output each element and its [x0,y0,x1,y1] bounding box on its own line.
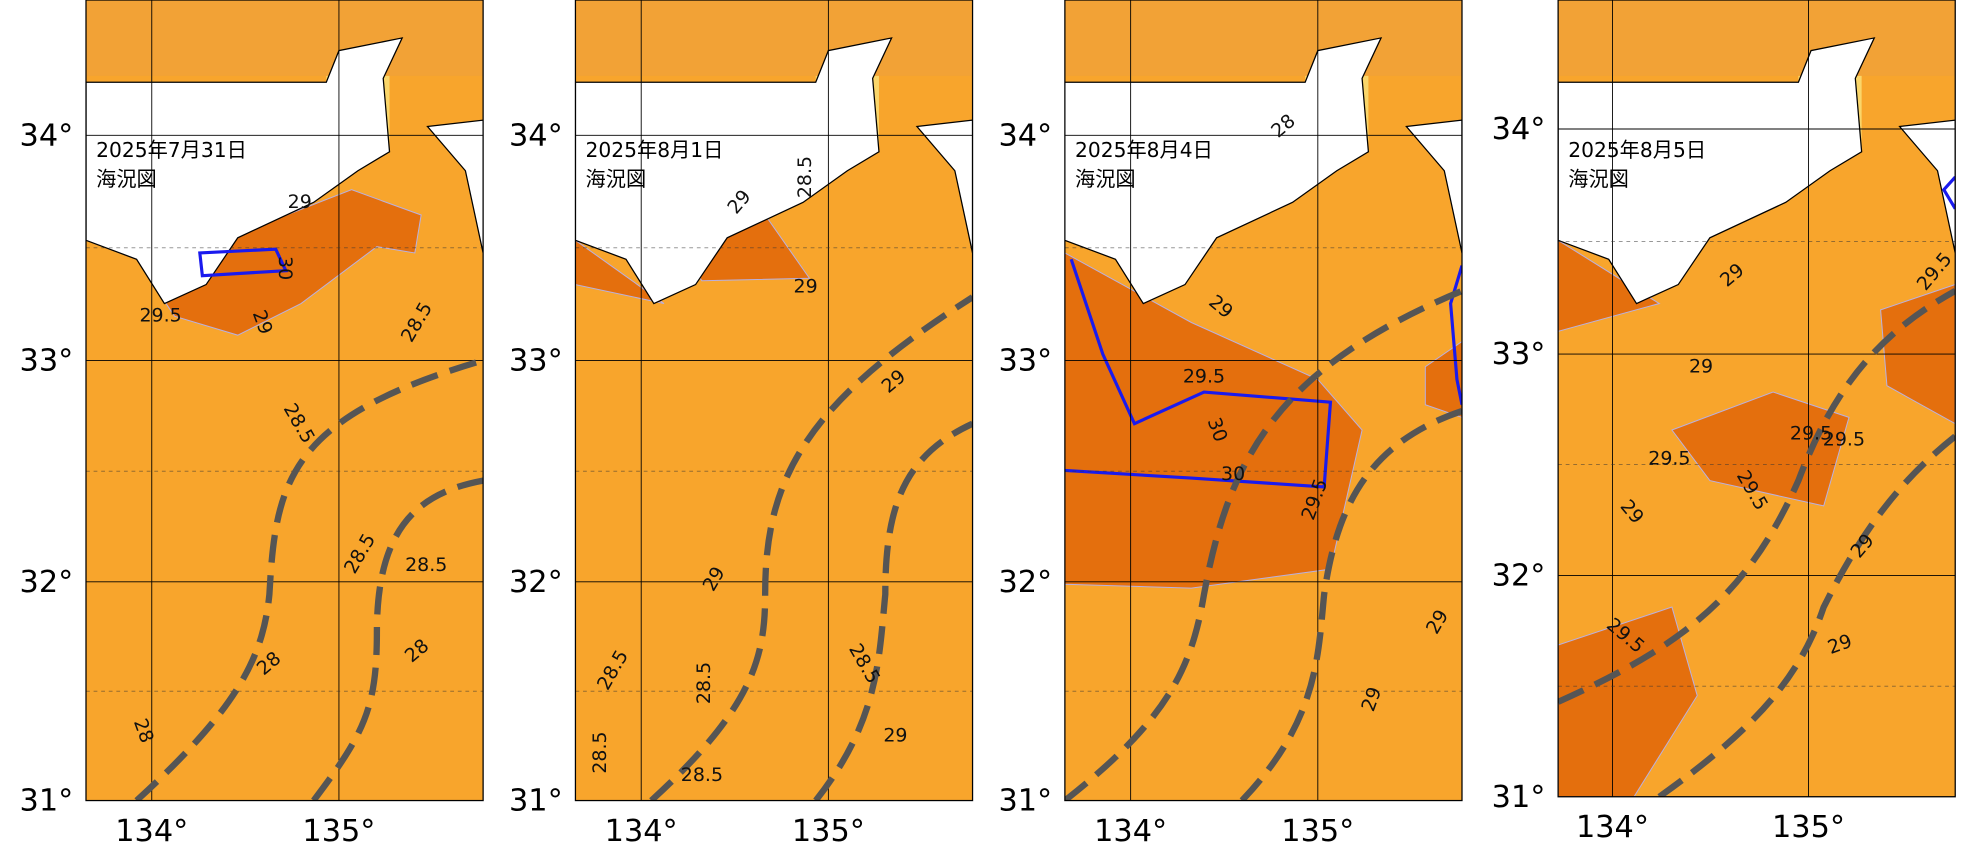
lat-label: 33° [20,344,74,379]
lon-label: 135° [302,814,375,849]
current-axis [1657,433,1956,797]
current-axis [1239,408,1462,801]
lat-label: 34° [1492,112,1546,147]
land [915,119,973,254]
current-axis [311,477,484,801]
warm-band [85,0,484,76]
warm-band [1558,0,1956,76]
warm-patch [1671,391,1850,507]
land [1558,37,1876,305]
lon-label: 134° [1094,814,1167,849]
lat-label: 32° [20,565,74,600]
contour-label: 28.5 [405,554,447,576]
current-axis [813,420,973,801]
lon-label: 135° [1281,814,1354,849]
lon-label: 134° [605,814,678,849]
land [1898,119,1956,254]
isotherm-30 [1064,258,1333,489]
contour-label: 29 [1689,355,1713,377]
contour-label: 29 [794,276,818,298]
chart-title: 海況図 [1075,167,1136,191]
lat-label: 31° [509,784,563,819]
panel-frame [85,0,484,802]
isotherm-30 [1941,176,1956,210]
contour-label: 28.5 [693,662,715,704]
contour-label: 30 [1221,463,1245,485]
warm-patch [1064,252,1363,589]
chart-title: 海況図 [96,167,157,191]
warm-band [1064,0,1462,76]
contour-label: 30 [274,256,296,280]
warm-patch [1558,606,1698,797]
land [575,37,893,305]
land [85,37,404,305]
chart-date: 2025年8月4日 [1075,138,1213,162]
chart-date: 2025年8月1日 [586,138,724,162]
lat-label: 34° [509,118,563,153]
current-axis [649,294,973,801]
lon-label: 134° [115,814,188,849]
lat-label: 31° [20,784,74,819]
contour-label: 28.5 [794,156,816,198]
chart-date: 2025年8月5日 [1568,138,1706,162]
lat-label: 32° [1492,559,1546,594]
lat-label: 31° [1492,780,1546,815]
warm-band [575,0,973,76]
lon-label: 134° [1576,810,1649,845]
panel-frame [1064,0,1463,802]
panel-frame [1557,0,1956,798]
land [426,119,484,254]
chart-title: 海況図 [1568,167,1629,191]
lat-label: 34° [20,118,74,153]
land [1064,37,1383,305]
chart-title: 海況図 [586,167,647,191]
lat-label: 32° [998,565,1052,600]
contour-label: 29 [883,725,907,747]
contour-label: 28.5 [589,731,611,773]
contour-label: 29.5 [139,305,181,327]
lon-label: 135° [1772,810,1845,845]
contour-label: 29 [288,191,312,213]
contour-label: 29.5 [1648,448,1690,470]
land [1405,119,1462,254]
current-axis [1558,288,1956,705]
map-panel: 282929.5303029.529292025年8月4日海況図34°33°32… [998,0,1463,849]
lat-label: 32° [509,565,563,600]
contour-label: 29.5 [1823,429,1865,451]
lat-label: 33° [1492,337,1546,372]
warm-patch [1558,239,1661,332]
current-axis [1064,287,1462,801]
warm-patch [575,239,665,305]
contour-label: 28.5 [681,764,723,786]
lat-label: 33° [998,344,1052,379]
isotherm-30 [1449,265,1462,406]
lat-label: 34° [998,118,1052,153]
panel-frame [574,0,974,802]
lat-label: 31° [998,784,1052,819]
lat-label: 33° [509,344,563,379]
contour-label: 29.5 [1790,422,1832,444]
contour-label: 29.5 [1183,365,1225,387]
chart-date: 2025年7月31日 [96,138,247,162]
current-axis [134,357,484,801]
isotherm-30 [198,247,289,278]
lon-label: 135° [792,814,865,849]
